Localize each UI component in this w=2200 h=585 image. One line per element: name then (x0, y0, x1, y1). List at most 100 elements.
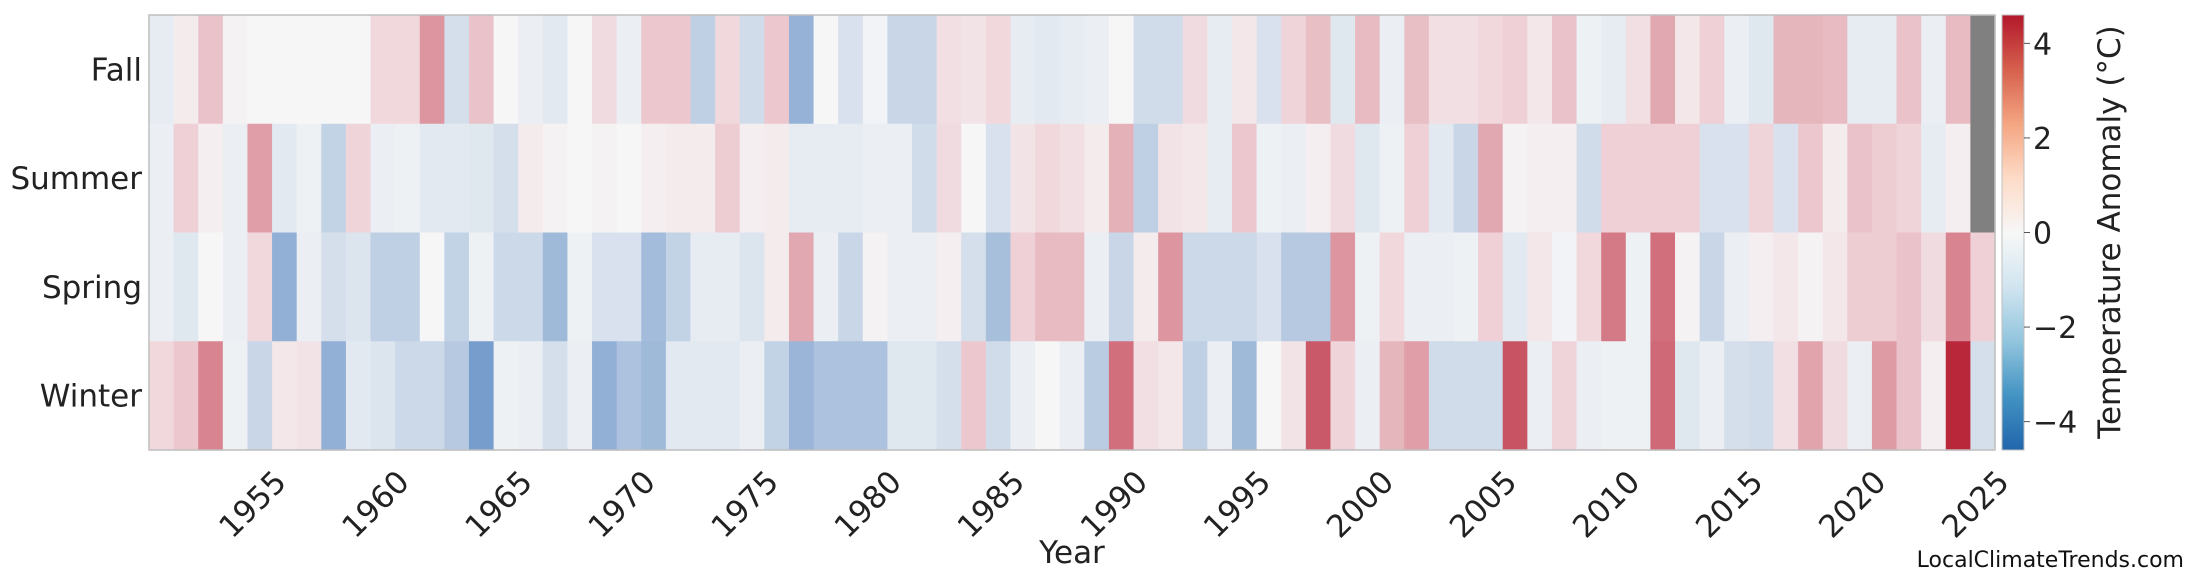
heatmap-cell (1453, 341, 1479, 451)
heatmap-cell (1010, 341, 1036, 451)
heatmap-cell (1355, 341, 1381, 451)
x-axis-label: Year (1038, 535, 1105, 571)
heatmap-cell (985, 341, 1012, 451)
heatmap-cell (1576, 341, 1602, 451)
heatmap-cell (419, 123, 445, 234)
heatmap-cell (1822, 123, 1848, 234)
heatmap-cell (1256, 341, 1282, 451)
heatmap-cell (641, 232, 667, 342)
heatmap-cell (247, 123, 273, 234)
heatmap-cell (715, 232, 741, 342)
heatmap-cell (1404, 123, 1430, 234)
heatmap-cell (1748, 341, 1775, 451)
heatmap-cell (764, 123, 790, 234)
heatmap-cell (1379, 232, 1405, 342)
heatmap-cell (173, 15, 199, 125)
heatmap-cell (1355, 232, 1381, 342)
heatmap-cell (518, 15, 544, 125)
heatmap-cell (518, 341, 544, 451)
heatmap-cell (1231, 341, 1258, 451)
heatmap-cell (592, 15, 618, 125)
colorbar-label: Temperature Anomaly (°C) (2092, 25, 2128, 439)
heatmap-cell (985, 123, 1012, 234)
heatmap-cell (1945, 15, 1971, 125)
heatmap-cell (1675, 15, 1701, 125)
year-tick-label: 1965 (458, 464, 539, 545)
heatmap-cell (1896, 341, 1922, 451)
heatmap-cell (665, 15, 692, 125)
heatmap-cell (1281, 341, 1307, 451)
heatmap-cell (665, 123, 692, 234)
heatmap-cell (1355, 123, 1381, 234)
heatmap-cell (1305, 232, 1332, 342)
heatmap-cell (567, 341, 593, 451)
heatmap-cell (542, 232, 569, 342)
heatmap-cell (149, 232, 175, 342)
heatmap-cell (665, 341, 692, 451)
heatmap-cell (641, 15, 667, 125)
heatmap-cell (1108, 232, 1135, 342)
heatmap-cell (1231, 123, 1258, 234)
heatmap-cell (345, 232, 372, 342)
heatmap-cell (1428, 341, 1455, 451)
colorbar-tick-label: 0 (2033, 217, 2052, 252)
heatmap-cell (1748, 123, 1775, 234)
heatmap-cell (715, 123, 741, 234)
heatmap-cell (567, 123, 593, 234)
heatmap-cell (1921, 123, 1947, 234)
heatmap-cell (665, 232, 692, 342)
heatmap-cell (1527, 15, 1553, 125)
heatmap-cell (1871, 123, 1898, 234)
heatmap-cell (1601, 123, 1627, 234)
heatmap-cell (1847, 123, 1873, 234)
heatmap-cell (370, 15, 396, 125)
heatmap-cell (395, 341, 421, 451)
heatmap-cell (345, 341, 372, 451)
heatmap-cell (641, 341, 667, 451)
heatmap-cell (1453, 123, 1479, 234)
heatmap-cell (1330, 123, 1356, 234)
watermark-text: LocalClimateTrends.com (1916, 548, 2184, 573)
heatmap-cell (1207, 341, 1233, 451)
heatmap-cell (715, 15, 741, 125)
heatmap-cell (468, 15, 495, 125)
heatmap-cell (1822, 15, 1848, 125)
season-labels: Fall Summer Spring Winter (10, 52, 142, 414)
heatmap-cell (1847, 341, 1873, 451)
heatmap-cell (1182, 341, 1208, 451)
heatmap-cell (198, 123, 224, 234)
heatmap-cell (1822, 232, 1848, 342)
heatmap-cell (1453, 232, 1479, 342)
heatmap-cell (936, 232, 962, 342)
heatmap-cell (1773, 341, 1799, 451)
heatmap-cell (1108, 123, 1135, 234)
heatmap-cell (272, 232, 298, 342)
heatmap-cell (1404, 341, 1430, 451)
year-tick-label: 2015 (1689, 464, 1770, 545)
heatmap-cell (1035, 15, 1061, 125)
year-tick-label: 1975 (705, 464, 786, 545)
heatmap-cell (1724, 232, 1750, 342)
heatmap-cell (1108, 15, 1135, 125)
heatmap-cell (1355, 15, 1381, 125)
heatmap-cell (1035, 232, 1061, 342)
heatmap-cell (419, 232, 445, 342)
heatmap-cell (690, 341, 716, 451)
heatmap-cell (1281, 232, 1307, 342)
heatmap-cell (1625, 15, 1652, 125)
heatmap-cell (1822, 341, 1848, 451)
heatmap-cell (1945, 341, 1971, 451)
heatmap-cell (444, 232, 470, 342)
heatmap-cell (1625, 232, 1652, 342)
heatmap-cell (1281, 123, 1307, 234)
heatmap-cell (813, 15, 839, 125)
heatmap-cell (985, 232, 1012, 342)
heatmap-cell (715, 341, 741, 451)
heatmap-cell (1945, 232, 1971, 342)
heatmap-cell (493, 232, 519, 342)
heatmap-cell (838, 341, 864, 451)
heatmap-cell (764, 15, 790, 125)
heatmap-cell (1576, 15, 1602, 125)
heatmap-cell (321, 232, 347, 342)
